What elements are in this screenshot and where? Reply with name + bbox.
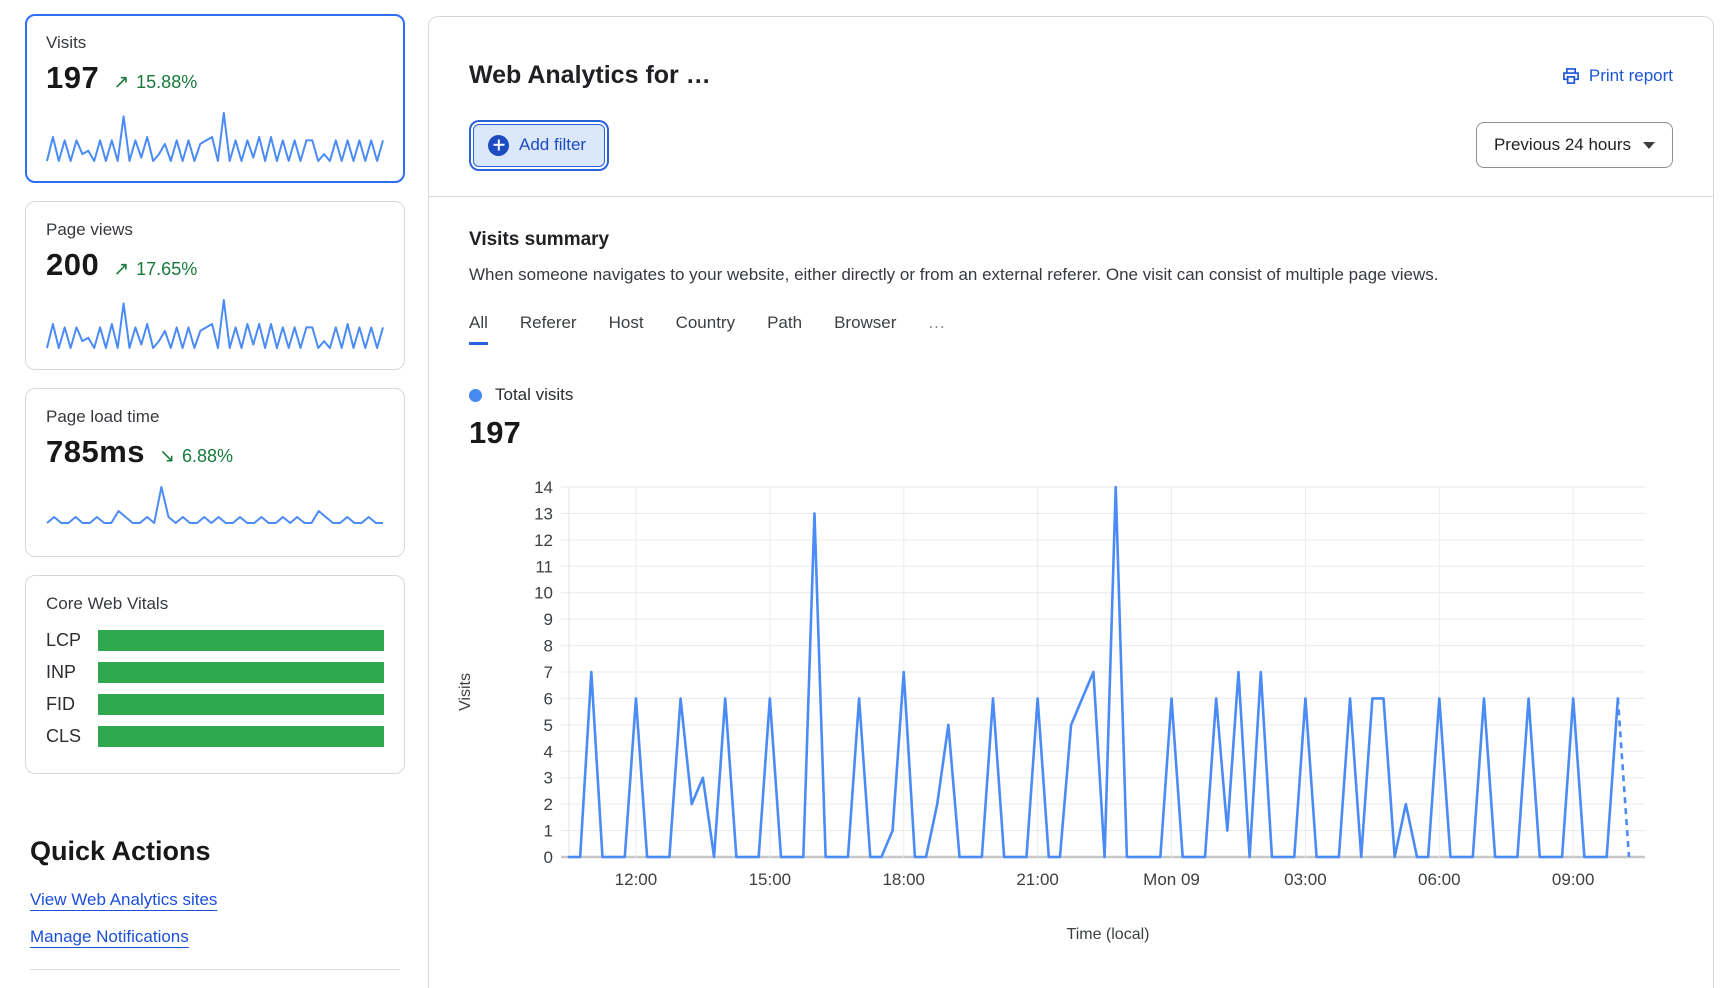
print-report-link[interactable]: Print report xyxy=(1561,66,1673,86)
time-range-dropdown[interactable]: Previous 24 hours xyxy=(1475,122,1673,168)
card-title: Page load time xyxy=(46,407,160,426)
stat-card-visits[interactable]: Visits 197 ↗ 15.88% xyxy=(25,14,405,183)
svg-text:9: 9 xyxy=(544,610,553,629)
svg-text:12: 12 xyxy=(534,531,553,550)
chart-x-axis-label: Time (local) xyxy=(1066,926,1150,943)
time-range-label: Previous 24 hours xyxy=(1493,135,1631,154)
svg-text:14: 14 xyxy=(534,478,553,497)
tab-all[interactable]: All xyxy=(469,313,488,345)
quick-actions-title: Quick Actions xyxy=(30,836,211,866)
cwv-bar-fid xyxy=(98,694,384,715)
visits-sparkline xyxy=(46,112,384,162)
plus-circle-icon xyxy=(488,134,509,156)
cwv-bar-cls xyxy=(98,726,384,747)
tab-path[interactable]: Path xyxy=(767,313,803,332)
svg-text:11: 11 xyxy=(535,557,553,576)
add-filter-label: Add filter xyxy=(519,135,587,154)
svg-text:13: 13 xyxy=(534,504,553,523)
dimension-tabs: All Referer Host Country Path Browser ..… xyxy=(469,313,1673,345)
tab-referer[interactable]: Referer xyxy=(519,313,577,332)
card-value: 197 xyxy=(46,60,100,95)
card-title: Visits xyxy=(46,33,87,52)
svg-text:12:00: 12:00 xyxy=(615,870,658,889)
svg-text:Mon 09: Mon 09 xyxy=(1143,870,1200,889)
svg-text:4: 4 xyxy=(544,742,553,761)
card-title: Core Web Vitals xyxy=(46,594,169,613)
trend-value: 17.65% xyxy=(136,259,198,279)
page-load-sparkline xyxy=(46,486,383,524)
chart-y-axis-label: Visits xyxy=(456,673,474,711)
tab-more-ellipsis[interactable]: ... xyxy=(928,313,946,332)
cwv-label-inp: INP xyxy=(46,662,77,682)
svg-text:3: 3 xyxy=(544,769,553,788)
metrics-sidebar: Visits 197 ↗ 15.88% Page views 200 ↗ 17.… xyxy=(25,14,405,988)
card-value: 785ms xyxy=(46,434,146,469)
cwv-bar-inp xyxy=(98,662,384,683)
trend-up-icon: ↗ xyxy=(113,72,130,93)
total-visits-legend-label: Total visits xyxy=(495,385,574,404)
trend-value: 6.88% xyxy=(181,446,233,466)
total-visits-legend-dot xyxy=(469,388,482,402)
core-web-vitals-card[interactable]: Core Web Vitals LCP INP FID CLS xyxy=(25,575,405,774)
trend-value: 15.88% xyxy=(136,72,198,92)
total-visits-value: 197 xyxy=(469,415,521,450)
svg-text:18:00: 18:00 xyxy=(882,870,925,889)
cwv-bar-lcp xyxy=(98,630,384,651)
trend-up-icon: ↗ xyxy=(113,259,130,280)
svg-text:06:00: 06:00 xyxy=(1418,870,1461,889)
printer-icon xyxy=(1561,66,1581,86)
view-web-analytics-sites-link[interactable]: View Web Analytics sites xyxy=(30,890,218,909)
tab-browser[interactable]: Browser xyxy=(834,313,897,332)
sidebar-divider xyxy=(30,969,400,970)
caret-down-icon xyxy=(1643,141,1655,149)
manage-notifications-link[interactable]: Manage Notifications xyxy=(30,927,189,946)
tab-host[interactable]: Host xyxy=(608,313,644,332)
card-value: 200 xyxy=(46,247,100,282)
stat-card-page-views[interactable]: Page views 200 ↗ 17.65% xyxy=(25,201,405,370)
web-analytics-panel: Web Analytics for … Print report Add fil… xyxy=(428,16,1714,988)
panel-divider xyxy=(429,196,1713,197)
svg-text:21:00: 21:00 xyxy=(1016,870,1059,889)
stat-card-page-load-time[interactable]: Page load time 785ms ↘ 6.88% xyxy=(25,388,405,557)
card-title: Page views xyxy=(46,220,133,239)
svg-text:0: 0 xyxy=(544,848,553,867)
svg-text:6: 6 xyxy=(544,689,553,708)
page-views-sparkline xyxy=(46,299,384,349)
svg-text:1: 1 xyxy=(544,822,553,841)
print-report-label: Print report xyxy=(1588,65,1673,85)
svg-text:10: 10 xyxy=(534,584,553,603)
add-filter-button[interactable]: Add filter xyxy=(473,123,606,167)
svg-text:7: 7 xyxy=(544,663,553,682)
svg-text:15:00: 15:00 xyxy=(749,870,792,889)
trend-down-icon: ↘ xyxy=(159,446,175,467)
svg-text:2: 2 xyxy=(544,795,553,814)
cwv-label-cls: CLS xyxy=(46,726,82,746)
svg-text:09:00: 09:00 xyxy=(1552,870,1595,889)
cwv-label-lcp: LCP xyxy=(46,630,82,650)
visits-summary-description: When someone navigates to your website, … xyxy=(469,265,1439,284)
svg-text:5: 5 xyxy=(544,716,553,735)
tab-country[interactable]: Country xyxy=(675,313,736,332)
visits-chart-container: Visits 0 1 2 3 4 5 6 7 8 9 10 11 12 13 14 12:00 15:00 18:… xyxy=(457,475,1673,944)
cwv-label-fid: FID xyxy=(46,694,75,714)
svg-text:03:00: 03:00 xyxy=(1284,870,1327,889)
page-title: Web Analytics for … xyxy=(469,61,711,89)
visits-summary-title: Visits summary xyxy=(469,229,610,250)
svg-text:8: 8 xyxy=(544,637,553,656)
